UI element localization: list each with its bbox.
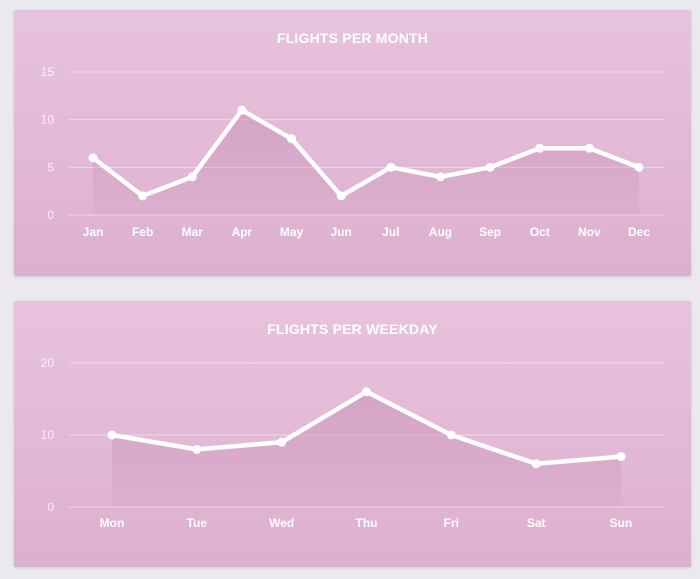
x-tick-label: Oct [530,225,550,239]
x-tick-label: Thu [356,516,378,530]
data-point[interactable] [535,143,545,153]
chart-title: FLIGHTS PER WEEKDAY [267,321,438,337]
x-tick-label: Dec [628,225,650,239]
data-point[interactable] [192,444,202,454]
y-tick-label: 10 [41,428,55,442]
x-tick-label: May [280,225,304,239]
data-point[interactable] [138,191,148,201]
y-tick-label: 0 [47,500,54,514]
data-point[interactable] [634,162,644,172]
x-tick-label: Jul [382,225,399,239]
y-tick-label: 15 [41,65,55,79]
flights-per-month-chart: 0 5 10 15 Jan Feb Mar Apr May Jun Jul Aug Sep Oct Nov D… [41,65,664,239]
x-tick-label: Tue [187,516,208,530]
x-tick-label: Jan [83,225,104,239]
y-tick-label: 0 [47,208,54,222]
data-point[interactable] [237,105,247,115]
x-tick-label: Sat [527,516,546,530]
data-point[interactable] [88,153,98,163]
y-tick-label: 20 [41,356,55,370]
data-point[interactable] [435,172,445,182]
x-tick-label: Nov [578,225,601,239]
data-point[interactable] [446,430,456,440]
data-point[interactable] [287,134,297,144]
series-line [90,107,642,199]
data-point[interactable] [616,452,626,462]
x-tick-label: Mon [100,516,125,530]
x-tick-label: Mar [182,225,204,239]
y-tick-label: 10 [41,113,55,127]
series-area [112,391,621,507]
x-tick-label: Sep [479,225,501,239]
data-point[interactable] [386,162,396,172]
chart-title: FLIGHTS PER MONTH [276,30,429,46]
data-point[interactable] [277,437,287,447]
data-point[interactable] [107,430,117,440]
data-point[interactable] [187,172,197,182]
x-tick-label: Fri [444,516,459,530]
x-tick-label: Feb [132,225,153,239]
data-point[interactable] [584,143,594,153]
chart-panel-weekday: FLIGHTS PER WEEKDAY 0 10 20 Mon Tue Wed Thu Fri… [14,301,691,567]
x-tick-label: Apr [232,225,253,239]
series-area [93,110,639,215]
x-tick-label: Jun [331,225,352,239]
data-point[interactable] [362,387,371,397]
data-point[interactable] [485,162,495,172]
x-tick-label: Sun [610,516,633,530]
x-tick-label: Wed [269,516,294,530]
y-tick-label: 5 [47,160,54,174]
x-tick-label: Aug [429,225,452,239]
data-point[interactable] [531,459,541,469]
chart-panel-month: FLIGHTS PER MONTH 0 5 10 15 Jan Feb Mar Apr May J… [14,10,691,276]
flights-per-weekday-chart: 0 10 20 Mon Tue Wed Thu Fri Sat Sun [41,356,664,530]
data-point[interactable] [336,191,346,201]
